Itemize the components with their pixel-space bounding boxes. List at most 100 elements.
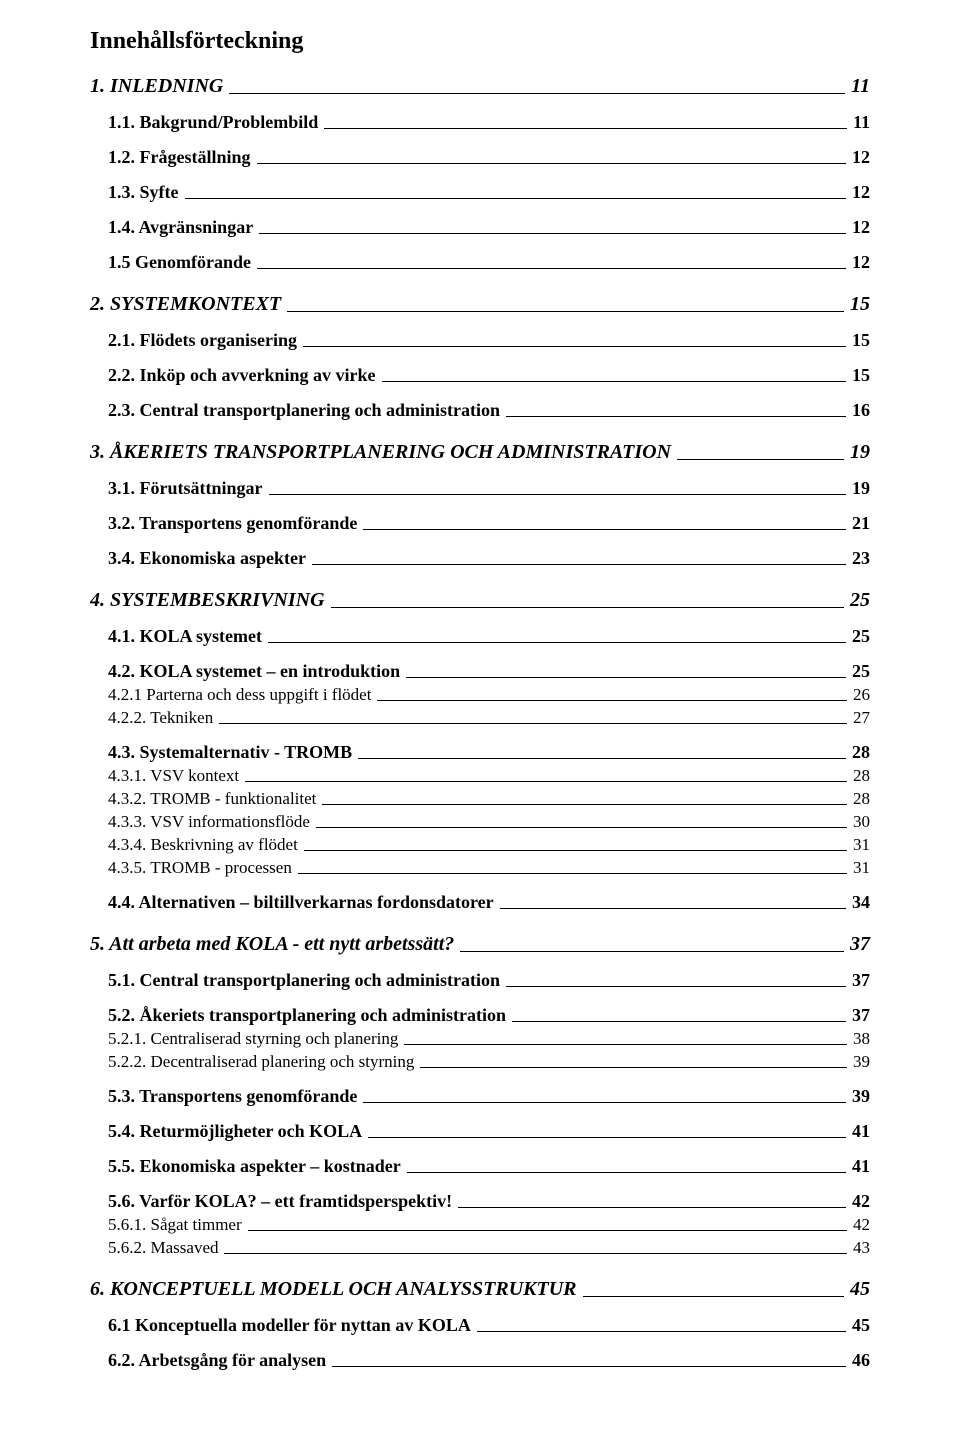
toc-entry: 5.6.1. Sågat timmer42 <box>108 1215 870 1235</box>
toc-entry-label: 1.5 Genomförande <box>108 252 251 273</box>
toc-entry: 4.2.2. Tekniken27 <box>108 708 870 728</box>
toc-entry-page: 15 <box>852 330 870 351</box>
toc-entry: 5.5. Ekonomiska aspekter – kostnader 41 <box>108 1156 870 1177</box>
toc-leader-line <box>332 1366 846 1367</box>
toc-entry-page: 28 <box>852 742 870 763</box>
toc-leader-line <box>404 1044 847 1045</box>
toc-entry-page: 15 <box>852 365 870 386</box>
toc-entry-label: 4.2. KOLA systemet – en introduktion <box>108 661 400 682</box>
toc-entry-label: 5.2. Åkeriets transportplanering och adm… <box>108 1005 506 1026</box>
toc-entry: 4.3.1. VSV kontext28 <box>108 766 870 786</box>
toc-entry-page: 30 <box>853 812 870 832</box>
toc-entry: 1.3. Syfte12 <box>108 182 870 203</box>
toc-entry: 2.3. Central transportplanering och admi… <box>108 400 870 421</box>
toc-entry-page: 41 <box>852 1156 870 1177</box>
toc-entry-label: 5.4. Returmöjligheter och KOLA <box>108 1121 362 1142</box>
toc-entry-label: 3. ÅKERIETS TRANSPORTPLANERING OCH ADMIN… <box>90 441 671 464</box>
toc-entry: 5.3. Transportens genomförande 39 <box>108 1086 870 1107</box>
toc-entry: 2.2. Inköp och avverkning av virke 15 <box>108 365 870 386</box>
toc-entry-label: 4.4. Alternativen – biltillverkarnas for… <box>108 892 494 913</box>
toc-entry-page: 25 <box>852 626 870 647</box>
toc-entry: 1. INLEDNING11 <box>90 75 870 98</box>
toc-leader-line <box>506 416 846 417</box>
toc-entry: 2. SYSTEMKONTEXT15 <box>90 293 870 316</box>
toc-leader-line <box>229 93 845 94</box>
toc-entry: 4.4. Alternativen – biltillverkarnas for… <box>108 892 870 913</box>
toc-entry-page: 28 <box>853 789 870 809</box>
toc-entry-page: 37 <box>852 1005 870 1026</box>
toc-entry: 1.4. Avgränsningar12 <box>108 217 870 238</box>
toc-entry-label: 5. Att arbeta med KOLA - ett nytt arbets… <box>90 933 454 956</box>
toc-leader-line <box>477 1331 846 1332</box>
toc-entry-page: 26 <box>853 685 870 705</box>
toc-leader-line <box>219 723 847 724</box>
toc-entry-page: 12 <box>852 252 870 273</box>
toc-entry-page: 19 <box>850 441 870 464</box>
toc-leader-line <box>363 529 846 530</box>
toc-entry: 5.6.2. Massaved43 <box>108 1238 870 1258</box>
toc-entry-label: 4.3. Systemalternativ - TROMB <box>108 742 352 763</box>
toc-entry-label: 1. INLEDNING <box>90 75 223 98</box>
toc-leader-line <box>358 758 846 759</box>
toc-leader-line <box>506 986 846 987</box>
toc-leader-line <box>185 198 847 199</box>
toc-entry-label: 5.3. Transportens genomförande <box>108 1086 357 1107</box>
toc-entry-page: 12 <box>852 147 870 168</box>
toc-entry-page: 25 <box>852 661 870 682</box>
toc-entry-label: 4.2.2. Tekniken <box>108 708 213 728</box>
toc-entry: 3.2. Transportens genomförande21 <box>108 513 870 534</box>
toc-entry-label: 5.5. Ekonomiska aspekter – kostnader <box>108 1156 401 1177</box>
toc-leader-line <box>407 1172 846 1173</box>
toc-entry: 3.1. Förutsättningar19 <box>108 478 870 499</box>
toc-leader-line <box>287 311 844 312</box>
toc-entry: 1.1. Bakgrund/Problembild 11 <box>108 112 870 133</box>
toc-entry: 2.1. Flödets organisering15 <box>108 330 870 351</box>
toc-entry-label: 3.2. Transportens genomförande <box>108 513 357 534</box>
toc-entry-label: 2.2. Inköp och avverkning av virke <box>108 365 376 386</box>
toc-entry-page: 42 <box>852 1191 870 1212</box>
toc-entry-page: 16 <box>852 400 870 421</box>
toc-entry-page: 37 <box>850 933 870 956</box>
toc-entry-label: 3.1. Förutsättningar <box>108 478 263 499</box>
toc-entry: 3. ÅKERIETS TRANSPORTPLANERING OCH ADMIN… <box>90 441 870 464</box>
toc-entry-page: 46 <box>852 1350 870 1371</box>
toc-entry-label: 6.2. Arbetsgång för analysen <box>108 1350 326 1371</box>
toc-entry: 4.1. KOLA systemet 25 <box>108 626 870 647</box>
toc-entry-label: 4.3.2. TROMB - funktionalitet <box>108 789 316 809</box>
toc-leader-line <box>677 459 844 460</box>
toc-entry-label: 4.3.3. VSV informationsflöde <box>108 812 310 832</box>
toc-entry: 5.2.2. Decentraliserad planering och sty… <box>108 1052 870 1072</box>
toc-leader-line <box>420 1067 847 1068</box>
toc-entry: 1.5 Genomförande 12 <box>108 252 870 273</box>
toc-entry-page: 41 <box>852 1121 870 1142</box>
toc-entry-page: 23 <box>852 548 870 569</box>
toc-entry-page: 39 <box>852 1086 870 1107</box>
toc-entry-label: 4.3.5. TROMB - processen <box>108 858 292 878</box>
toc-leader-line <box>312 564 846 565</box>
toc-entry-page: 31 <box>853 858 870 878</box>
toc-entry: 6.1 Konceptuella modeller för nyttan av … <box>108 1315 870 1336</box>
toc-entry: 4.3.4. Beskrivning av flödet31 <box>108 835 870 855</box>
toc-entry: 3.4. Ekonomiska aspekter23 <box>108 548 870 569</box>
toc-entry: 5.1. Central transportplanering och admi… <box>108 970 870 991</box>
toc-entry-label: 1.1. Bakgrund/Problembild <box>108 112 318 133</box>
toc-entry-page: 11 <box>853 112 870 133</box>
toc-leader-line <box>248 1230 847 1231</box>
toc-entry-label: 1.3. Syfte <box>108 182 179 203</box>
toc-entry-page: 43 <box>853 1238 870 1258</box>
toc-leader-line <box>368 1137 846 1138</box>
toc-entry-page: 38 <box>853 1029 870 1049</box>
toc-entry: 6. KONCEPTUELL MODELL OCH ANALYSSTRUKTUR… <box>90 1278 870 1301</box>
toc-entry: 4.3.3. VSV informationsflöde 30 <box>108 812 870 832</box>
toc-leader-line <box>224 1253 847 1254</box>
toc-leader-line <box>512 1021 846 1022</box>
toc-entry-label: 5.2.2. Decentraliserad planering och sty… <box>108 1052 414 1072</box>
toc-leader-line <box>257 268 846 269</box>
toc-entry: 4.3.2. TROMB - funktionalitet 28 <box>108 789 870 809</box>
toc-entry-label: 4.1. KOLA systemet <box>108 626 262 647</box>
toc-leader-line <box>460 951 844 952</box>
toc-entry: 5.4. Returmöjligheter och KOLA 41 <box>108 1121 870 1142</box>
toc-entry: 4.2. KOLA systemet – en introduktion 25 <box>108 661 870 682</box>
toc-entry: 4.3.5. TROMB - processen 31 <box>108 858 870 878</box>
toc-entry-label: 4.2.1 Parterna och dess uppgift i flödet <box>108 685 371 705</box>
